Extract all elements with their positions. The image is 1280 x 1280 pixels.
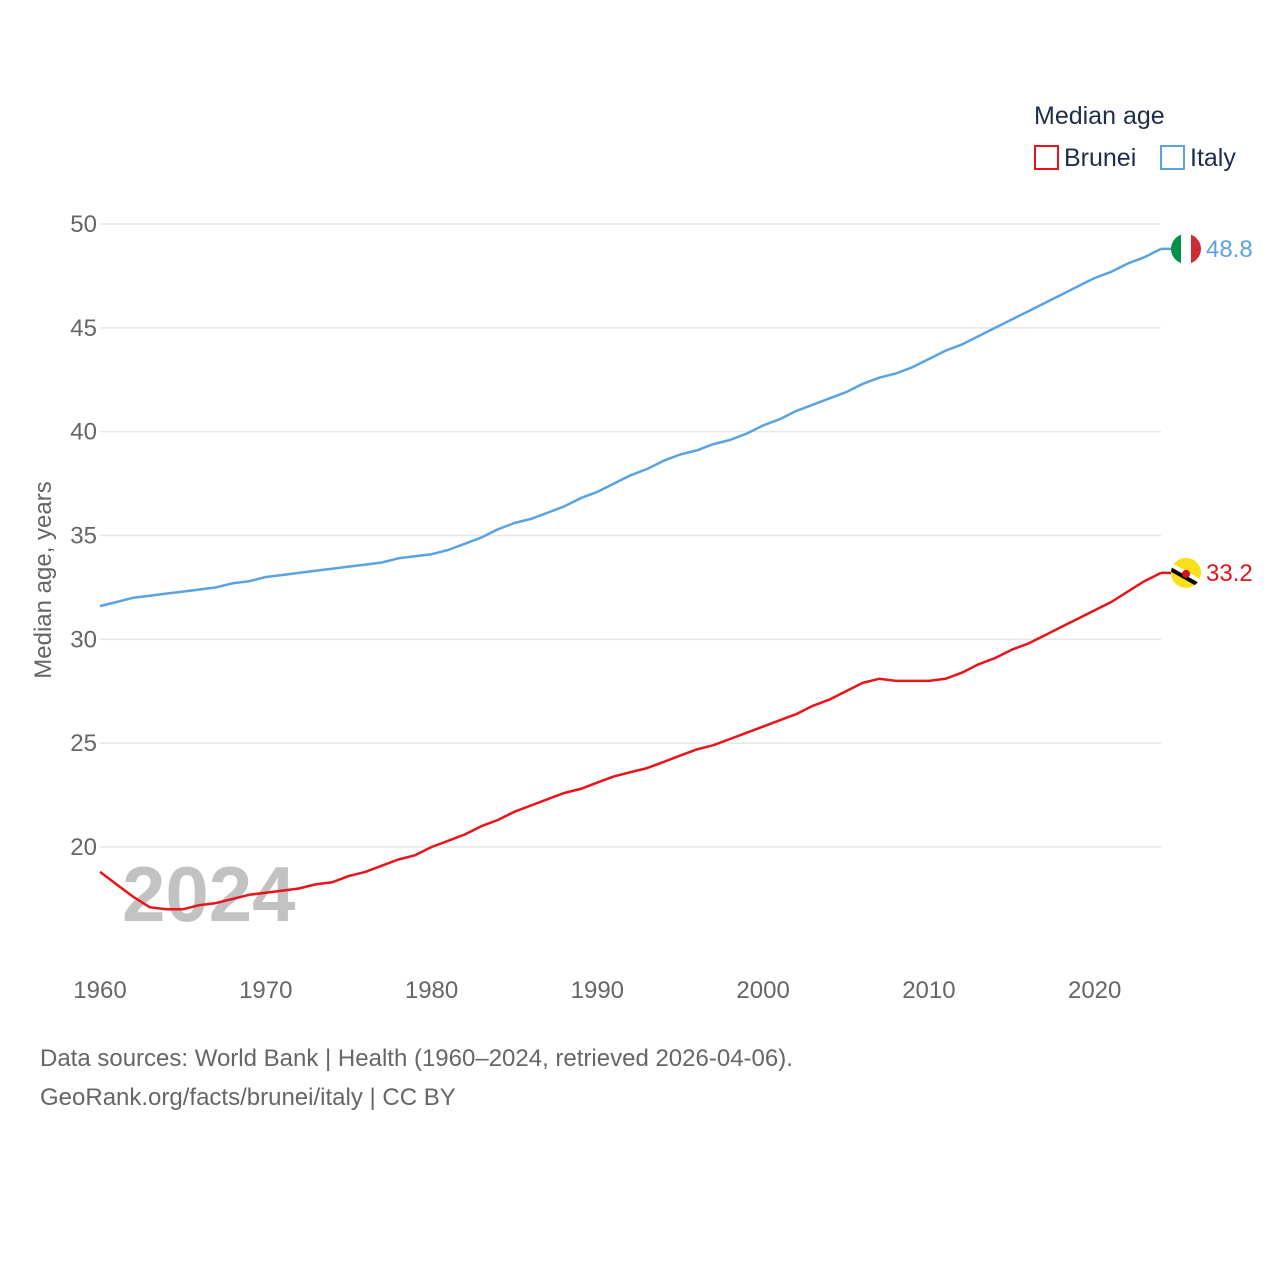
x-tick-label: 1960 [73, 977, 126, 1004]
legend-label-brunei: Brunei [1064, 144, 1136, 172]
brunei-flag-icon [1171, 557, 1201, 588]
x-tick-label: 2010 [902, 977, 955, 1004]
flag-white-stripe [1181, 233, 1191, 264]
x-tick-label: 2020 [1068, 977, 1121, 1004]
source-link[interactable]: GeoRank.org/facts/brunei/italy | CC BY [40, 1084, 456, 1111]
x-tick-label: 1980 [405, 977, 458, 1004]
year-watermark: 2024 [122, 850, 296, 938]
x-axis-ticks: 1960 1970 1980 1990 2000 2010 2020 [73, 977, 1121, 1004]
y-tick-label: 50 [70, 211, 97, 238]
series-line-italy [99, 247, 1162, 608]
y-tick-label: 40 [70, 419, 97, 446]
legend-swatch-italy [1160, 145, 1185, 170]
legend-item-italy[interactable]: Italy [1160, 144, 1236, 172]
gridlines [100, 223, 1161, 848]
flag-red-stripe [1191, 233, 1201, 264]
legend-label-italy: Italy [1190, 144, 1236, 172]
x-tick-label: 1970 [239, 977, 292, 1004]
y-axis-label: Median age, years [30, 481, 57, 678]
series-line-brunei [99, 571, 1162, 911]
legend-item-brunei[interactable]: Brunei [1034, 144, 1136, 172]
flag-emblem [1182, 569, 1190, 578]
y-tick-label: 35 [70, 523, 97, 550]
series-endpoints: 33.2 48.8 [1161, 233, 1253, 588]
y-axis-ticks: 20 25 30 35 40 45 50 [70, 211, 97, 861]
legend-title: Median age [1034, 102, 1165, 130]
line-chart: 20 25 30 35 40 45 50 1960 1970 1980 1990 2000 2010 2… [30, 102, 1253, 1004]
end-value-label-brunei: 33.2 [1206, 560, 1253, 587]
legend-swatch-brunei [1034, 145, 1059, 170]
data-source-note: Data sources: World Bank | Health (1960–… [40, 1045, 793, 1072]
end-value-label-italy: 48.8 [1206, 236, 1253, 263]
y-tick-label: 30 [70, 626, 97, 653]
flag-stripes [1171, 233, 1201, 264]
series-lines [99, 247, 1162, 911]
italy-flag-icon [1171, 233, 1201, 264]
x-tick-label: 1990 [571, 977, 624, 1004]
y-tick-label: 45 [70, 315, 97, 342]
legend[interactable]: Median age Brunei Italy [1034, 102, 1236, 172]
y-tick-label: 25 [70, 730, 97, 757]
x-tick-label: 2000 [736, 977, 789, 1004]
flag-body [1171, 557, 1201, 588]
y-tick-label: 20 [70, 834, 97, 861]
flag-green-stripe [1171, 233, 1181, 264]
